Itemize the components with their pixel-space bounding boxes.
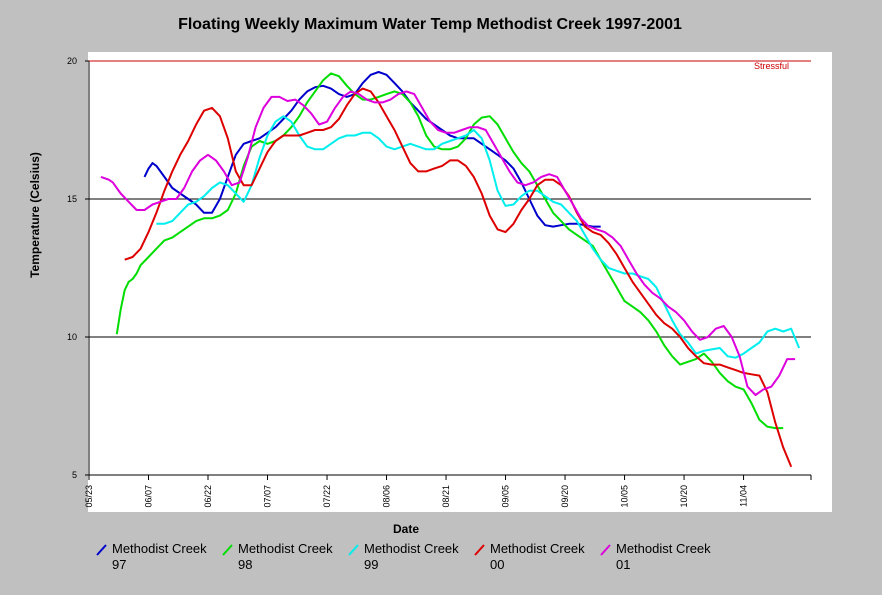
x-tick-label: 11/04: [739, 485, 749, 507]
legend-label-year: 97: [112, 557, 127, 572]
plot-background: [88, 52, 832, 512]
legend-label-year: 99: [364, 557, 379, 572]
x-ticks: 05/23 06/07 06/22 07/07 07/22 08/06 08/21 09/05…: [84, 475, 812, 508]
threshold-label: Stressful: [754, 61, 789, 71]
y-tick-label: 20: [67, 56, 77, 66]
series-line-3: [124, 87, 793, 468]
chart-title: Floating Weekly Maximum Water Temp Metho…: [178, 16, 682, 33]
y-axis-label: Temperature (Celsius): [28, 152, 42, 278]
x-tick-label: 06/07: [144, 485, 154, 508]
x-tick-label: 10/20: [679, 485, 689, 508]
legend-label-year: 00: [490, 557, 505, 572]
x-tick-label: 09/05: [501, 485, 511, 508]
legend-label-year: 01: [616, 557, 631, 572]
series-line-4: [100, 90, 796, 396]
series-line-2: [156, 115, 801, 359]
y-ticks: 5 10 15 20: [67, 56, 89, 480]
x-tick-label: 06/22: [203, 485, 213, 508]
legend-label-year: 98: [238, 557, 253, 572]
y-tick-label: 15: [67, 194, 77, 204]
legend-swatch: [474, 544, 485, 556]
legend-label: Methodist Creek: [364, 541, 459, 556]
x-tick-label: 08/06: [382, 485, 392, 508]
x-axis-label: Date: [392, 522, 420, 536]
legend-swatch: [348, 544, 359, 556]
x-tick-label: 05/23: [84, 485, 94, 508]
legend-label: Methodist Creek: [238, 541, 333, 556]
series-layer: [100, 71, 801, 468]
legend-label: Methodist Creek: [112, 541, 207, 556]
gridlines: [89, 60, 811, 338]
legend-swatch: [600, 544, 611, 556]
series-line-1: [115, 72, 784, 430]
legend-label: Methodist Creek: [616, 541, 711, 556]
x-tick-label: 07/22: [322, 485, 332, 508]
legend-label: Methodist Creek: [490, 541, 585, 556]
x-tick-label: 10/05: [620, 485, 630, 508]
y-tick-label: 5: [72, 470, 77, 480]
y-tick-label: 10: [67, 332, 77, 342]
legend-swatch: [96, 544, 107, 556]
legend-swatch: [222, 544, 233, 556]
x-tick-label: 08/21: [441, 485, 451, 508]
x-tick-label: 09/20: [560, 485, 570, 508]
x-tick-label: 07/07: [263, 485, 273, 508]
